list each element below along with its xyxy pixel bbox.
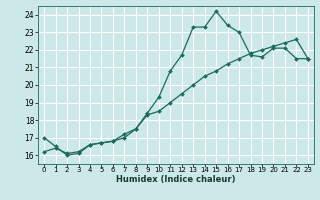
X-axis label: Humidex (Indice chaleur): Humidex (Indice chaleur)	[116, 175, 236, 184]
